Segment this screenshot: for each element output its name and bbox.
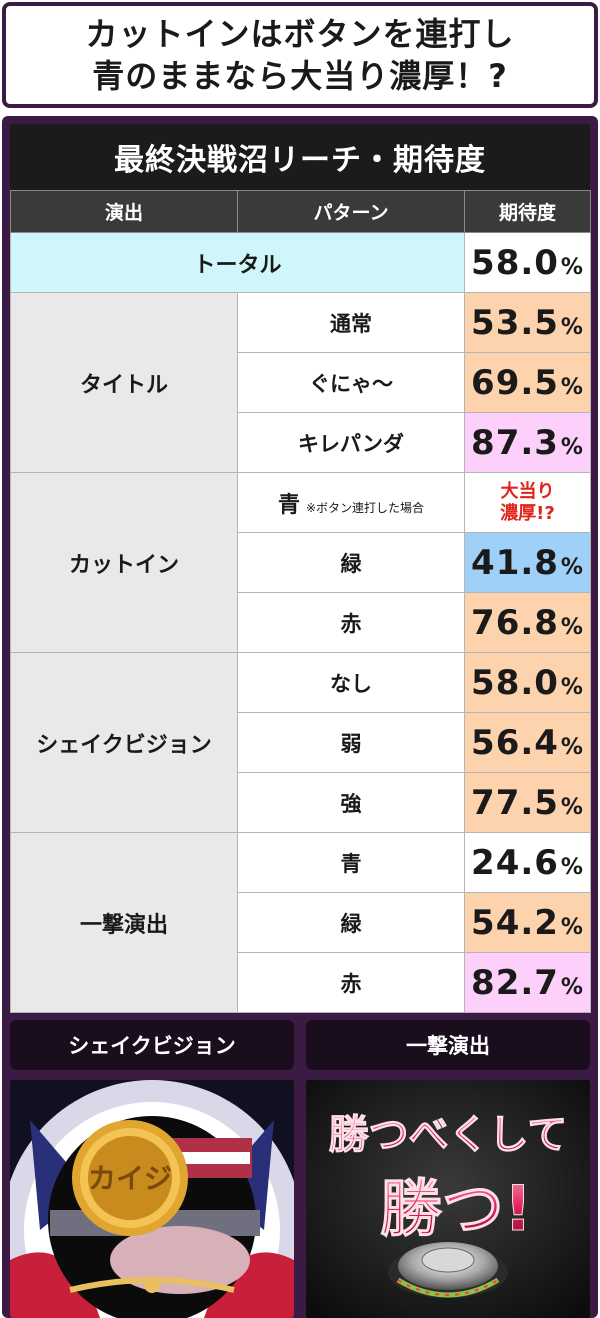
table-header-row: 演出 パターン 期待度: [10, 190, 591, 233]
shake-vision-image: カイジ: [10, 1080, 294, 1318]
caption-ichigeki: 一撃演出: [306, 1020, 590, 1070]
coin-text: カイジ: [88, 1162, 172, 1195]
value-cell: 41.8%: [464, 532, 591, 593]
expectation-table: 演出 パターン 期待度 トータル 58.0% タイトル 通常 53.5% ぐにゃ…: [10, 190, 591, 1013]
table-container: 最終決戦沼リーチ・期待度 演出 パターン 期待度 トータル 58.0% タイトル…: [10, 124, 591, 1013]
action-cutin: カットイン: [10, 472, 238, 653]
value-cell: 24.6%: [464, 832, 591, 893]
caption-shake-vision: シェイクビジョン: [10, 1020, 294, 1070]
table-row: ぐにゃ～ 69.5%: [11, 352, 591, 413]
table-title: 最終決戦沼リーチ・期待度: [10, 124, 590, 190]
value-unit: %: [560, 794, 584, 820]
table-row: 弱 56.4%: [11, 712, 591, 773]
total-value-cell: 58.0%: [464, 232, 591, 293]
value-number: 53.5: [471, 302, 559, 343]
table-row: キレパンダ 87.3%: [11, 412, 591, 473]
table-row: 一撃演出 青 24.6%: [10, 832, 591, 1013]
total-unit: %: [560, 254, 584, 280]
ichigeki-illustration: 勝つべくして 勝つ!: [306, 1080, 590, 1318]
header-pattern: パターン: [237, 190, 465, 233]
shake-vision-illustration: カイジ: [10, 1080, 294, 1318]
value-number: 77.5: [471, 782, 559, 823]
action-title: タイトル: [10, 292, 238, 473]
caption-row: シェイクビジョン 一撃演出: [10, 1020, 590, 1070]
value-unit: %: [560, 314, 584, 340]
table-row: タイトル 通常 53.5%: [10, 292, 591, 473]
pattern-cell: 青 ※ボタン連打した場合: [237, 472, 465, 533]
ichigeki-image: 勝つべくして 勝つ!: [306, 1080, 590, 1318]
headline-box: カットインはボタンを連打し 青のままなら大当り濃厚！?: [2, 2, 598, 108]
headline-line-1: カットインはボタンを連打し: [85, 15, 515, 53]
value-cell: 76.8%: [464, 592, 591, 653]
table-row: 緑 54.2%: [11, 892, 591, 953]
value-unit: %: [560, 974, 584, 1000]
value-unit: %: [560, 614, 584, 640]
value-number: 58.0: [471, 662, 559, 703]
value-number: 82.7: [471, 962, 559, 1003]
value-cell-jackpot: 大当り 濃厚!?: [464, 472, 591, 533]
pattern-cell: ぐにゃ～: [237, 352, 465, 413]
pattern-cell: 強: [237, 772, 465, 833]
pattern-cell: なし: [237, 652, 465, 713]
value-cell: 87.3%: [464, 412, 591, 473]
value-number: 24.6: [471, 842, 559, 883]
value-number: 76.8: [471, 602, 559, 643]
headline-line-2: 青のままなら大当り濃厚！?: [92, 57, 508, 95]
value-cell: 53.5%: [464, 292, 591, 353]
total-label: トータル: [10, 232, 465, 293]
pattern-cell: 青: [237, 832, 465, 893]
pattern-cell: 緑: [237, 532, 465, 593]
value-number: 56.4: [471, 722, 559, 763]
value-cell: 82.7%: [464, 952, 591, 1013]
table-row: 強 77.5%: [11, 772, 591, 833]
value-unit: %: [560, 374, 584, 400]
value-unit: %: [560, 854, 584, 880]
value-unit: %: [560, 914, 584, 940]
table-row: シェイクビジョン なし 58.0%: [10, 652, 591, 833]
jackpot-line-2: 濃厚!?: [500, 502, 555, 524]
table-row: カットイン 青 ※ボタン連打した場合 大当り 濃厚!?: [10, 472, 591, 653]
jackpot-line-1: 大当り: [500, 480, 555, 502]
pattern-cell: キレパンダ: [237, 412, 465, 473]
pattern-cell: 緑: [237, 892, 465, 953]
pattern-cell: 弱: [237, 712, 465, 773]
value-number: 87.3: [471, 422, 559, 463]
action-shake-vision: シェイクビジョン: [10, 652, 238, 833]
header-expectation: 期待度: [464, 190, 591, 233]
value-number: 41.8: [471, 542, 559, 583]
content-frame: 最終決戦沼リーチ・期待度 演出 パターン 期待度 トータル 58.0% タイトル…: [2, 116, 598, 1318]
table-row-total: トータル 58.0%: [10, 232, 591, 293]
value-cell: 56.4%: [464, 712, 591, 773]
value-unit: %: [560, 554, 584, 580]
value-cell: 54.2%: [464, 892, 591, 953]
value-cell: 69.5%: [464, 352, 591, 413]
value-number: 69.5: [471, 362, 559, 403]
value-cell: 58.0%: [464, 652, 591, 713]
total-value: 58.0: [471, 242, 559, 283]
table-row: 赤 76.8%: [11, 592, 591, 653]
value-unit: %: [560, 734, 584, 760]
table-row: 赤 82.7%: [11, 952, 591, 1013]
header-action: 演出: [10, 190, 238, 233]
pattern-cell: 赤: [237, 952, 465, 1013]
value-unit: %: [560, 674, 584, 700]
pattern-cell: 赤: [237, 592, 465, 653]
value-number: 54.2: [471, 902, 559, 943]
ichigeki-text-2: 勝つ!: [380, 1172, 532, 1245]
value-unit: %: [560, 434, 584, 460]
value-cell: 77.5%: [464, 772, 591, 833]
ichigeki-text-1: 勝つべくして: [329, 1112, 568, 1158]
pattern-label: 青: [277, 492, 300, 518]
pattern-note: ※ボタン連打した場合: [305, 500, 425, 515]
action-ichigeki: 一撃演出: [10, 832, 238, 1013]
table-row: 緑 41.8%: [11, 532, 591, 593]
pattern-cell: 通常: [237, 292, 465, 353]
